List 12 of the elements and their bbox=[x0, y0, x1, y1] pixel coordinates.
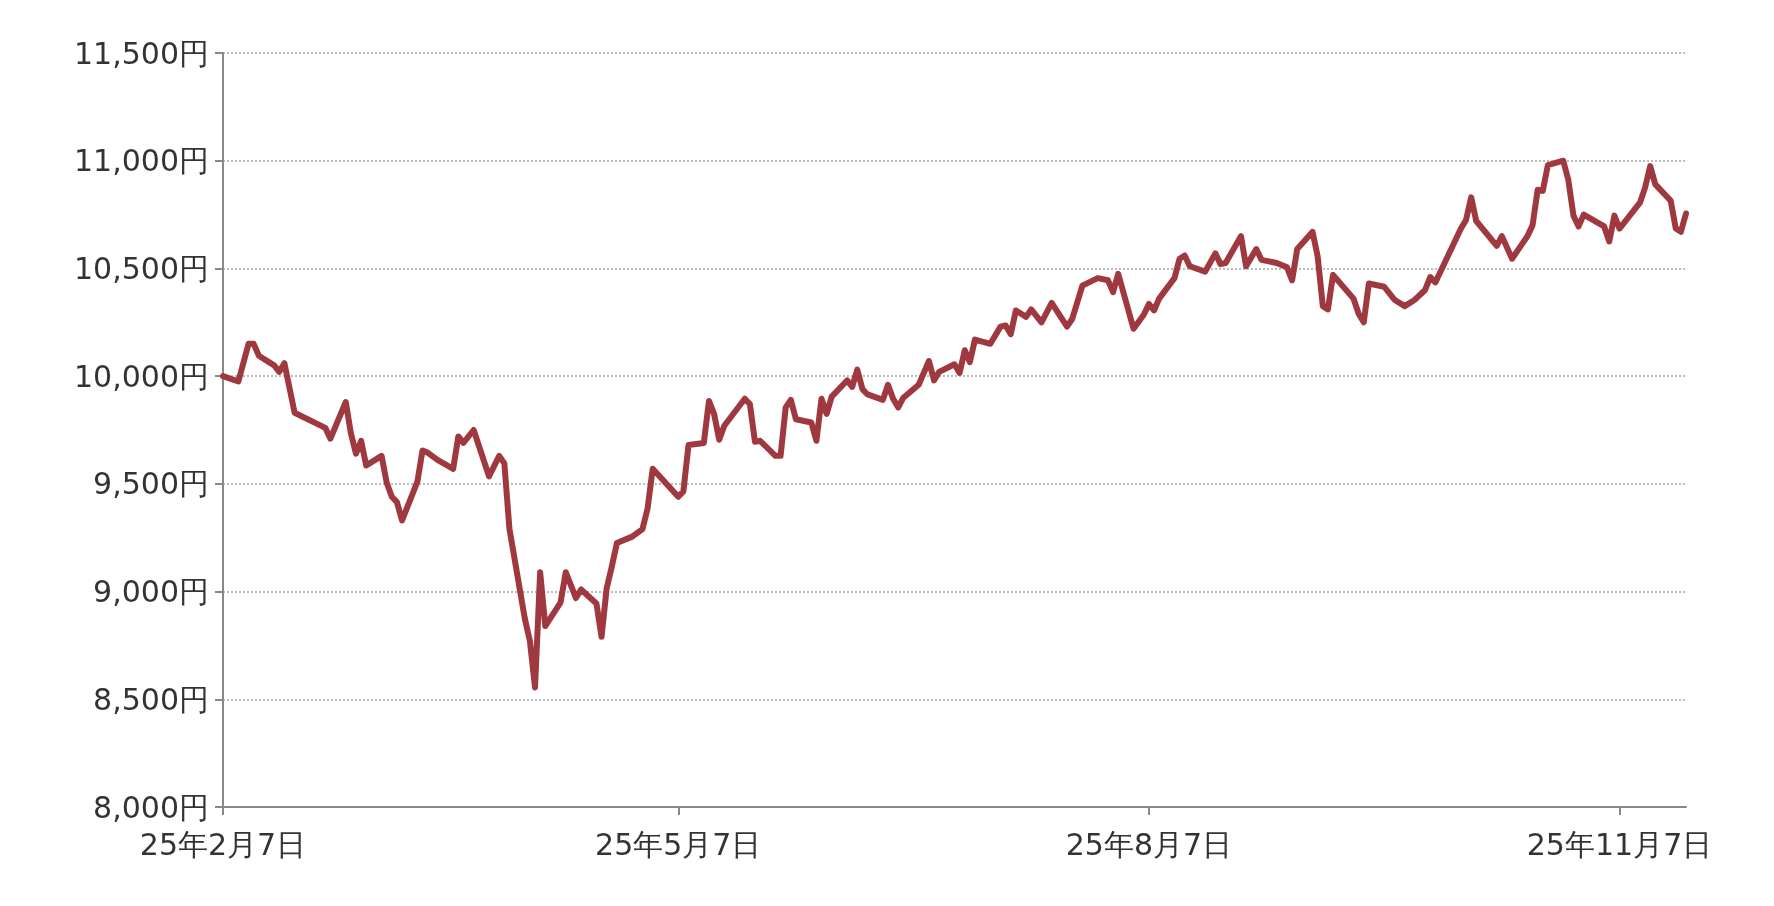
y-tick-label: 11,500円 bbox=[74, 35, 209, 71]
y-tick-label: 8,000円 bbox=[93, 789, 209, 825]
y-tick-label: 10,500円 bbox=[74, 250, 209, 286]
y-tick-label: 8,500円 bbox=[93, 681, 209, 717]
x-tick-label: 25年11月7日 bbox=[1526, 826, 1713, 862]
y-tick-label: 9,500円 bbox=[93, 466, 209, 502]
x-tick-label: 25年5月7日 bbox=[595, 826, 762, 862]
x-tick-label: 25年2月7日 bbox=[139, 826, 307, 862]
y-tick-label: 10,000円 bbox=[74, 358, 209, 394]
x-tick-label: 25年8月7日 bbox=[1065, 826, 1233, 862]
y-tick-label: 9,000円 bbox=[93, 574, 209, 610]
y-tick-label: 11,000円 bbox=[74, 143, 209, 179]
